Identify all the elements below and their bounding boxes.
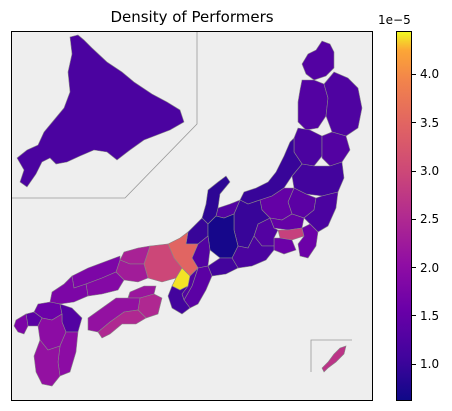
region-kochi <box>97 309 147 339</box>
colorbar-tick-label: 2.5 <box>420 212 440 227</box>
colorbar-tick-label: 3.5 <box>420 115 440 130</box>
colorbar-tick-label: 1.5 <box>420 308 440 323</box>
region-saitama <box>269 213 305 231</box>
colorbar-tick-label: 1.0 <box>420 357 440 372</box>
region-hokkaido <box>16 34 185 188</box>
region-okinawa <box>321 345 347 373</box>
region-ishikawa <box>201 175 231 225</box>
region-akita <box>297 79 329 131</box>
colorbar-tick <box>412 170 416 172</box>
region-aichi <box>207 257 239 277</box>
colorbar-tick <box>412 122 416 124</box>
colorbar-gradient <box>397 32 411 400</box>
okinawa-inset-frame <box>310 339 352 372</box>
colorbar-tick <box>412 363 416 365</box>
region-kanagawa <box>273 237 297 255</box>
colorbar-tick <box>412 315 416 317</box>
region-iwate <box>323 71 363 137</box>
region-gifu <box>207 213 239 259</box>
colorbar-tick-label: 4.0 <box>420 67 440 82</box>
colorbar-multiplier-label: 1e−5 <box>378 13 411 27</box>
region-ibaraki <box>303 191 339 233</box>
region-wakayama <box>167 285 191 315</box>
map-frame <box>11 31 373 401</box>
region-hiroshima <box>85 271 125 297</box>
region-kagoshima <box>33 339 61 387</box>
region-miyagi <box>321 131 351 167</box>
region-aomori <box>301 40 335 81</box>
colorbar-tick <box>412 73 416 75</box>
colorbar-tick <box>412 218 416 220</box>
hokkaido-inset-frame <box>12 32 198 199</box>
japan-map <box>12 32 363 387</box>
colorbar <box>396 31 412 401</box>
colorbar-tick-label: 3.0 <box>420 164 440 179</box>
map-title: Density of Performers <box>110 8 274 26</box>
colorbar-tick-label: 2.0 <box>420 260 440 275</box>
colorbar-tick <box>412 267 416 269</box>
region-chiba <box>297 223 319 259</box>
region-nagasaki <box>13 313 29 335</box>
